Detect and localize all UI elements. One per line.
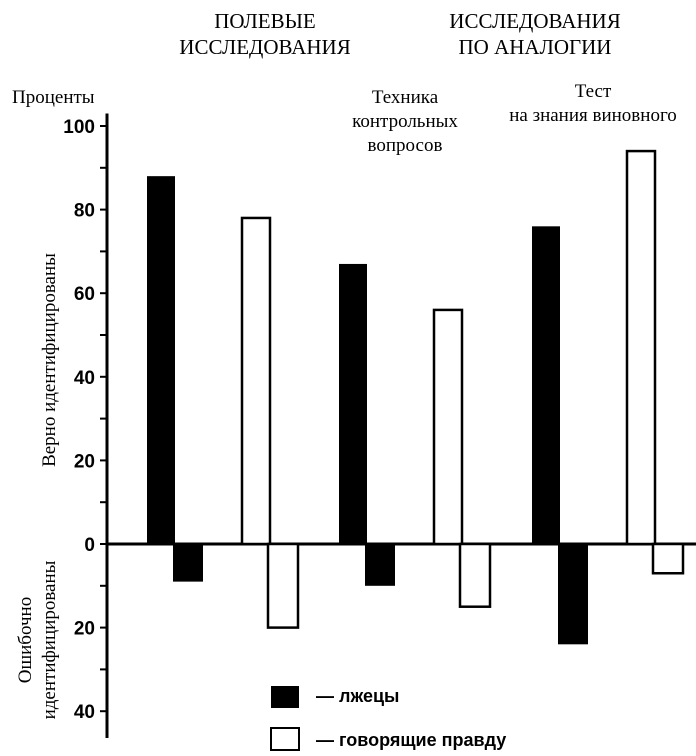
subgroup-title-gk-line1: Тест — [574, 81, 612, 102]
bar-liars-correct — [339, 263, 367, 544]
bar-truthful-correct — [625, 149, 657, 546]
legend-truthful-text: говорящие правду — [339, 730, 507, 750]
y-axis-top-label: Проценты — [12, 87, 95, 108]
group-title-analog: ИССЛЕДОВАНИЯ ПО АНАЛОГИИ — [420, 8, 650, 60]
y-tick-label: 40 — [74, 368, 95, 389]
y-axis-upper-label: Верно идентифицированы — [39, 253, 60, 467]
group-title-analog-line1: ИССЛЕДОВАНИЯ — [449, 9, 621, 33]
legend-swatch-liars — [271, 686, 299, 708]
legend-label-liars: — лжецы — [316, 686, 400, 706]
bar-truthful-correct — [240, 216, 272, 546]
subgroup-title-cq-line2: контрольных — [352, 111, 458, 132]
subgroup-title-cq-line3: вопросов — [367, 135, 443, 156]
y-axis-lower-label: Ошибочно идентифицированы — [14, 560, 62, 720]
bar-liars-correct — [147, 176, 175, 544]
bar-truthful-incorrect — [458, 542, 492, 608]
y-tick-label: 20 — [74, 451, 95, 472]
group-title-field-line1: ПОЛЕВЫЕ — [214, 9, 316, 33]
y-axis-lower-label-line2: идентифицированы — [39, 560, 60, 720]
bar-liars-correct — [532, 226, 560, 544]
group-title-analog-line2: ПО АНАЛОГИИ — [458, 35, 612, 59]
subgroup-title-gk-line2: на знания виновного — [509, 105, 677, 126]
bar-liars-incorrect — [365, 544, 395, 586]
y-tick-label: 60 — [74, 284, 95, 305]
bar-liars-incorrect — [173, 544, 203, 582]
y-tick-label: 0 — [84, 535, 95, 556]
legend-label-truthful: — говорящие правду — [316, 730, 507, 750]
bar-liars-incorrect — [558, 544, 588, 645]
legend-swatch-truthful — [270, 727, 300, 751]
y-tick-label: 40 — [74, 702, 95, 723]
subgroup-title-guilty-knowledge: Тест на знания виновного — [490, 80, 696, 128]
y-tick-label: 100 — [63, 117, 95, 138]
y-axis-lower-label-line1: Ошибочно — [15, 596, 36, 684]
bar-truthful-incorrect — [266, 542, 300, 629]
y-tick-label: 20 — [74, 619, 95, 640]
bar-truthful-correct — [432, 308, 464, 546]
group-title-field-line2: ИССЛЕДОВАНИЯ — [179, 35, 351, 59]
subgroup-title-control-questions: Техника контрольных вопросов — [330, 86, 480, 158]
legend-liars-text: лжецы — [339, 686, 400, 706]
subgroup-title-cq-line1: Техника — [371, 87, 439, 108]
y-tick-label: 80 — [74, 201, 95, 222]
bar-truthful-incorrect — [651, 542, 685, 575]
group-title-field: ПОЛЕВЫЕ ИССЛЕДОВАНИЯ — [150, 8, 380, 60]
